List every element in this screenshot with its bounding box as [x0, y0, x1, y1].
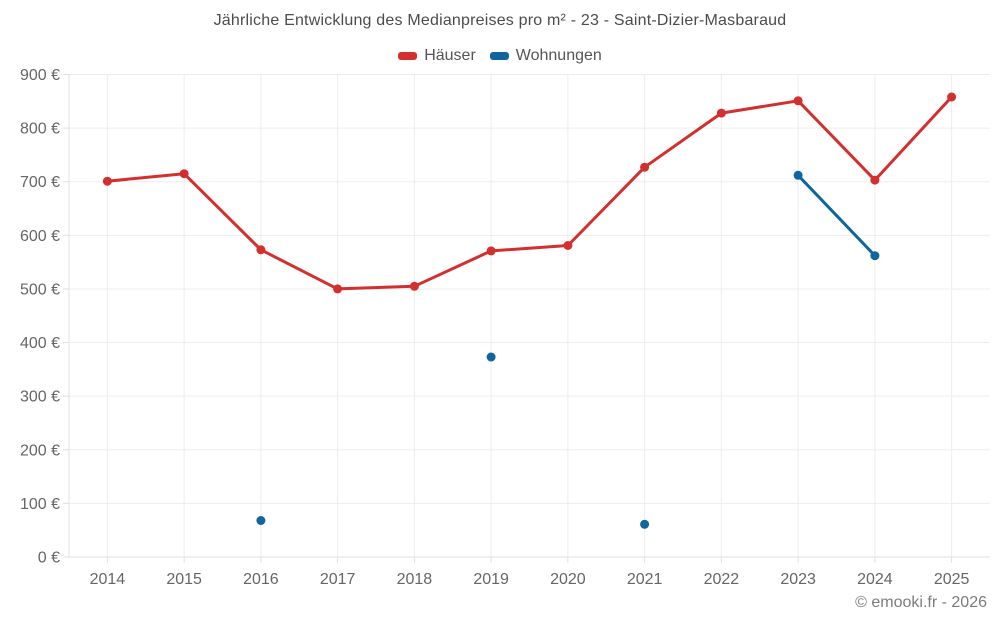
x-tick-label: 2015: [166, 571, 202, 588]
x-tick-label: 2025: [934, 571, 970, 588]
chart-title: Jährliche Entwicklung des Medianpreises …: [213, 12, 787, 29]
point-haeuser-2020[interactable]: [563, 241, 573, 250]
copyright-text: © emooki.fr - 2026: [855, 594, 987, 611]
y-tick-label: 500 €: [20, 281, 60, 298]
legend-swatch-haeuser: [398, 52, 418, 60]
y-tick-label: 600 €: [20, 228, 60, 245]
x-tick-label: 2022: [704, 571, 740, 588]
point-haeuser-2024[interactable]: [870, 175, 880, 185]
y-tick-label: 100 €: [20, 496, 60, 513]
legend-item-haeuser[interactable]: Häuser: [398, 47, 476, 65]
point-wohnungen-2016[interactable]: [256, 516, 266, 525]
legend-label-wohnungen: Wohnungen: [515, 47, 602, 64]
series-line-wohnungen: [796, 173, 877, 258]
legend-label-haeuser: Häuser: [424, 47, 476, 64]
x-tick-label: 2023: [780, 571, 816, 588]
point-wohnungen-2023[interactable]: [793, 170, 803, 180]
x-tick-label: 2024: [857, 571, 893, 588]
x-tick-label: 2020: [550, 571, 586, 588]
point-haeuser-2018[interactable]: [409, 281, 419, 291]
x-tick-label: 2017: [320, 571, 356, 588]
y-tick-label: 900 €: [20, 67, 60, 84]
y-tick-label: 800 €: [20, 121, 60, 138]
x-tick-label: 2018: [397, 571, 433, 588]
point-haeuser-2017[interactable]: [333, 284, 343, 294]
point-haeuser-2023[interactable]: [793, 96, 803, 106]
y-tick-label: 200 €: [20, 442, 60, 459]
y-tick-label: 300 €: [20, 389, 60, 406]
y-tick-label: 700 €: [20, 174, 60, 191]
point-haeuser-2015[interactable]: [179, 169, 189, 179]
x-tick-label: 2019: [473, 571, 509, 588]
point-haeuser-2014[interactable]: [102, 176, 112, 186]
point-haeuser-2016[interactable]: [256, 245, 266, 255]
point-wohnungen-2019[interactable]: [486, 352, 496, 362]
point-haeuser-2019[interactable]: [486, 246, 496, 256]
point-wohnungen-2021[interactable]: [640, 519, 650, 529]
x-tick-label: 2014: [90, 571, 126, 588]
series-line-haeuser: [105, 95, 954, 291]
x-tick-label: 2021: [627, 571, 663, 588]
y-tick-label: 0 €: [38, 550, 60, 567]
point-haeuser-2022[interactable]: [716, 108, 726, 118]
chart-legend: Häuser Wohnungen: [0, 47, 1000, 65]
x-tick-label: 2016: [243, 571, 279, 588]
point-haeuser-2025[interactable]: [947, 92, 957, 102]
point-haeuser-2021[interactable]: [640, 162, 650, 172]
y-tick-label: 400 €: [20, 335, 60, 352]
legend-swatch-wohnungen: [489, 52, 509, 60]
legend-item-wohnungen[interactable]: Wohnungen: [489, 47, 602, 65]
point-wohnungen-2024[interactable]: [870, 251, 880, 261]
